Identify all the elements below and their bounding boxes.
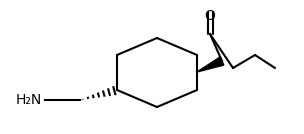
Polygon shape — [197, 57, 224, 72]
Text: H₂N: H₂N — [16, 93, 42, 107]
Text: O: O — [205, 9, 216, 23]
